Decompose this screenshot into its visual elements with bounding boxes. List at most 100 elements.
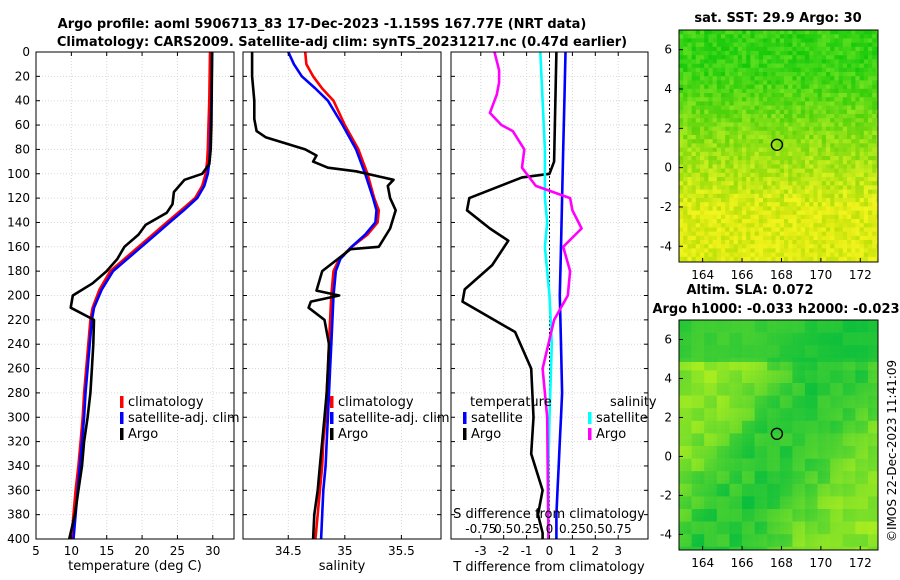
map-cell [859, 374, 865, 380]
map-cell [721, 139, 726, 144]
map-cell [784, 80, 789, 85]
map-cell [746, 425, 751, 430]
map-cell [704, 202, 709, 207]
map-cell [872, 130, 877, 136]
map-cell [821, 105, 827, 111]
map-cell [721, 97, 726, 102]
map-cell [721, 156, 726, 161]
map-cell [725, 135, 730, 140]
map-cell [779, 122, 785, 127]
map-cell [763, 467, 768, 472]
map-cell [708, 206, 713, 211]
map-cell [763, 206, 768, 211]
map-cell [758, 483, 764, 489]
map-cell [767, 105, 772, 111]
map-cell [859, 366, 865, 371]
map-cell [775, 231, 781, 237]
map-cell [859, 378, 865, 384]
map-cell [851, 353, 856, 359]
map-cell [758, 223, 764, 228]
map-cell [813, 467, 818, 472]
map-cell [771, 475, 776, 480]
map-cell [876, 88, 878, 94]
map-cell [855, 404, 860, 409]
map-cell [725, 441, 730, 447]
map-cell [876, 67, 878, 73]
map-cell [704, 38, 709, 43]
map-cell [842, 446, 848, 451]
map-cell [779, 349, 785, 354]
map-cell [868, 181, 873, 186]
map-cell [847, 38, 852, 43]
map-cell [838, 206, 844, 211]
map-cell [683, 181, 688, 186]
map-cell [876, 374, 878, 380]
map-cell [876, 76, 878, 81]
map-cell [750, 30, 755, 35]
map-cell [847, 156, 852, 161]
map-cell [775, 34, 781, 39]
map-cell [805, 198, 810, 203]
map-cell [784, 84, 789, 90]
map-cell [771, 248, 776, 253]
map-cell [863, 374, 869, 380]
map-cell [767, 210, 772, 216]
map-cell [792, 328, 797, 333]
map-cell [700, 475, 705, 480]
map-cell [851, 219, 856, 224]
map-cell [809, 332, 814, 338]
map-cell [821, 256, 827, 262]
map-cell [725, 387, 730, 392]
map-cell [872, 193, 877, 199]
map-cell [700, 147, 705, 153]
map-cell [704, 147, 709, 153]
map-cell [830, 63, 835, 69]
map-cell [700, 353, 705, 359]
map-cell [683, 374, 688, 380]
map-cell [746, 135, 751, 140]
map-cell [737, 93, 743, 98]
map-cell [792, 147, 797, 153]
map-cell [834, 202, 839, 207]
map-cell [679, 252, 684, 258]
map-cell [767, 425, 772, 430]
map-cell [834, 450, 839, 455]
map-cell [729, 55, 734, 60]
map-cell [700, 488, 705, 493]
map-cell [830, 105, 835, 111]
map-cell [826, 408, 831, 413]
map-cell [821, 42, 827, 48]
map-cell [813, 383, 818, 388]
map-cell [826, 189, 831, 195]
map-cell [842, 240, 848, 245]
map-cell [750, 114, 755, 119]
map-cell [750, 156, 755, 161]
map-cell [851, 240, 856, 245]
map-cell [859, 429, 865, 434]
map-cell [771, 467, 776, 472]
salinity-diff-tick-label: 0 [546, 522, 554, 536]
map-cell [855, 320, 860, 325]
map-cell [788, 412, 793, 417]
sla-map-subtitle: Argo h1000: -0.033 h2000: -0.023 [652, 302, 899, 317]
map-cell [817, 395, 823, 401]
map-cell [763, 156, 768, 161]
map-cell [826, 374, 831, 380]
map-cell [788, 219, 793, 224]
map-cell [842, 399, 848, 405]
map-cell [847, 76, 852, 81]
map-cell [800, 135, 806, 140]
map-cell [834, 467, 839, 472]
map-cell [788, 198, 793, 203]
map-cell [826, 437, 831, 443]
map-cell [750, 383, 755, 388]
map-cell [800, 59, 806, 64]
map-cell [792, 475, 797, 480]
map-cell [695, 433, 701, 438]
map-cell [872, 181, 877, 186]
map-cell [868, 143, 873, 148]
map-cell [767, 336, 772, 342]
map-cell [842, 408, 848, 413]
map-cell [821, 374, 827, 380]
